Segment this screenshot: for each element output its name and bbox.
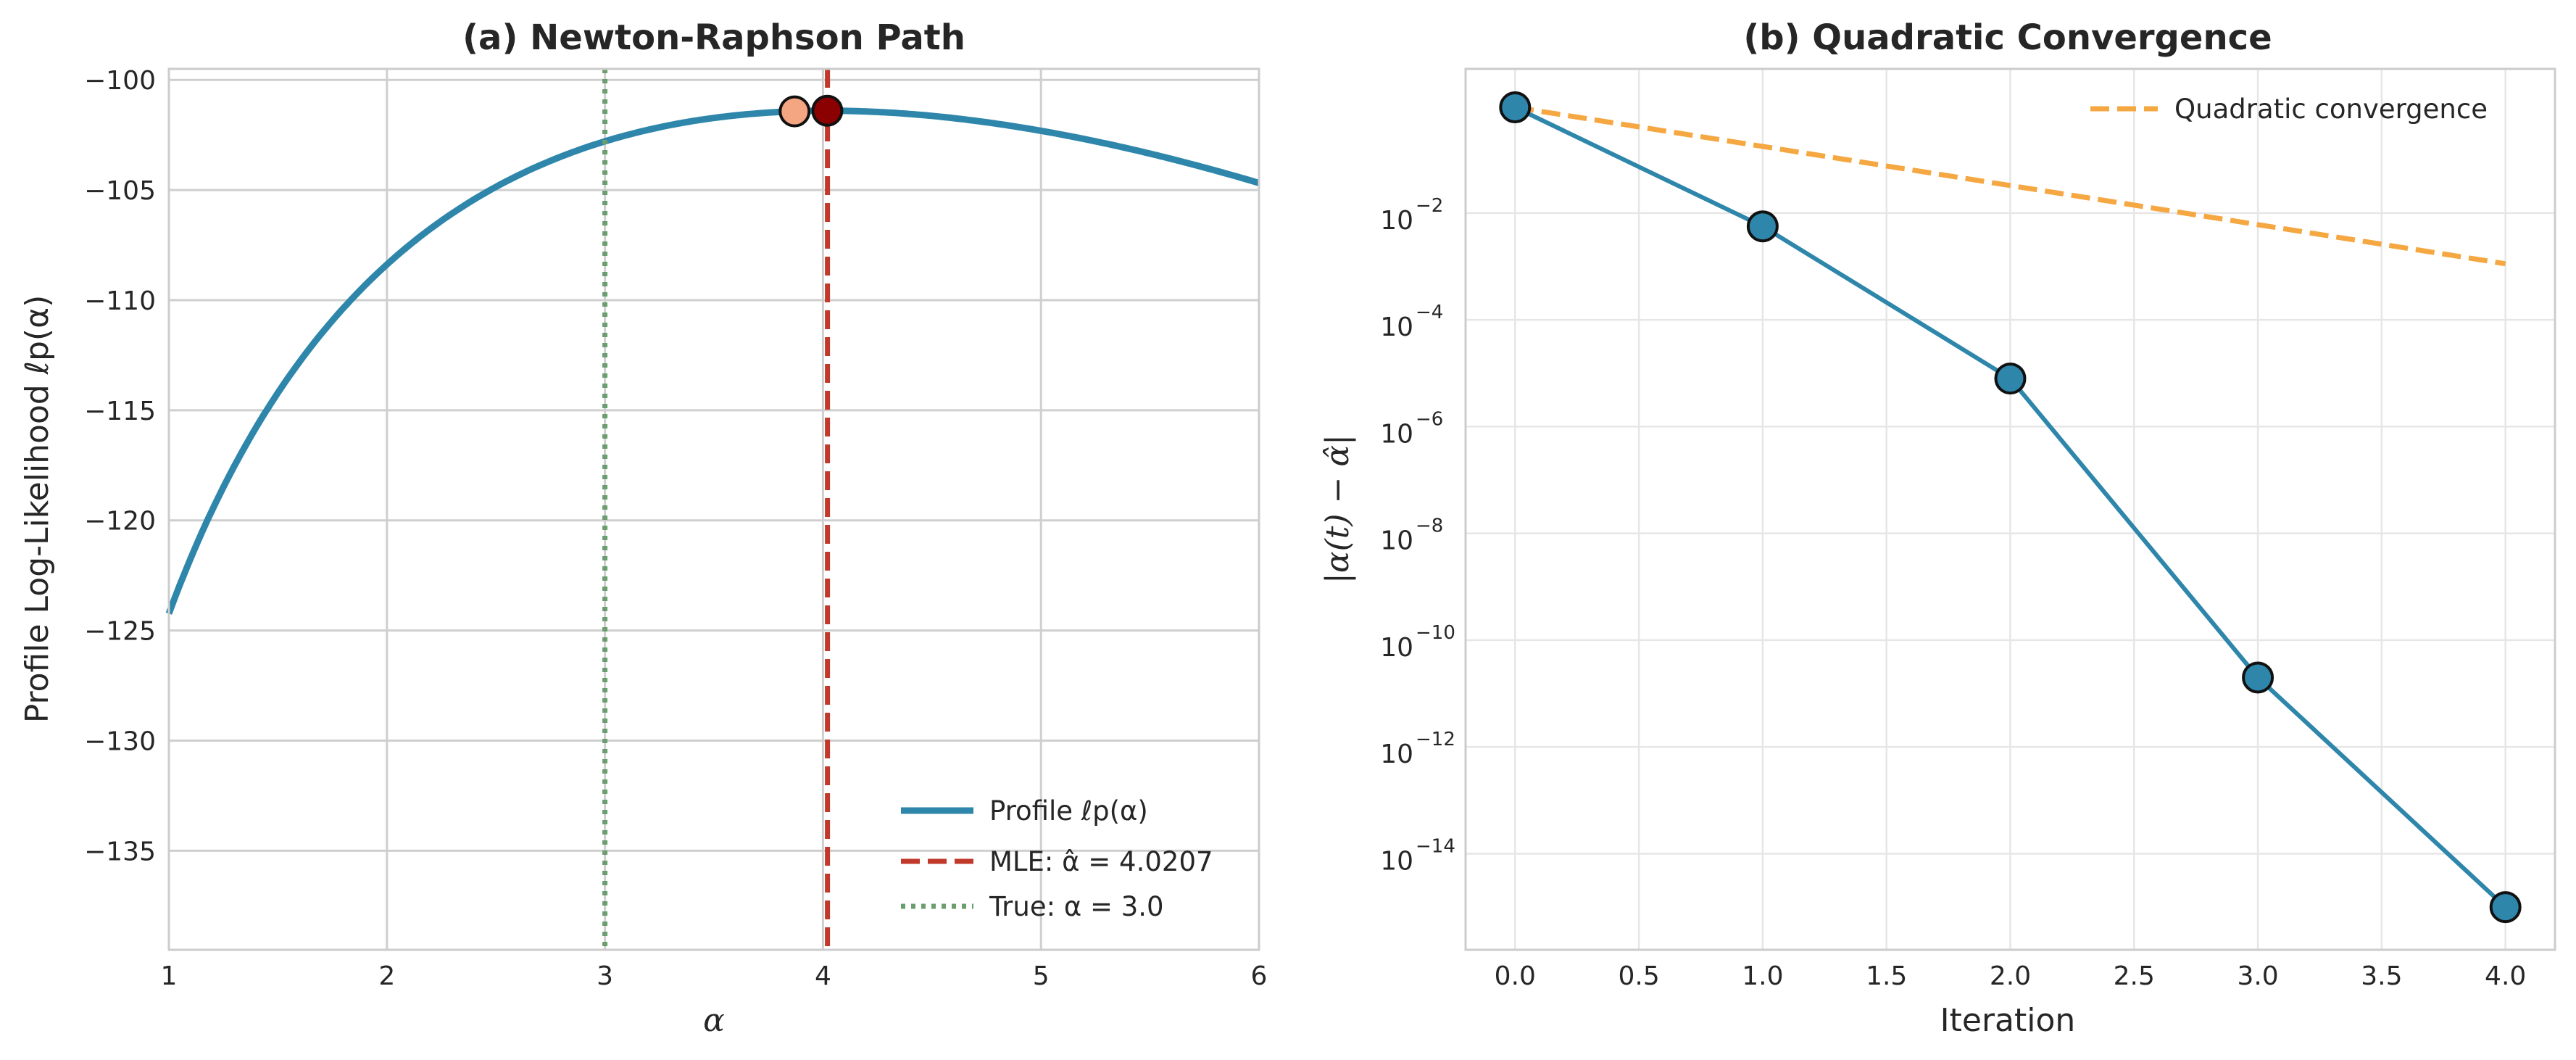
panel-b-y-axis-label: |α(t) − α̂| — [1319, 434, 1356, 584]
panel-b-x-axis-label: Iteration — [1940, 1002, 2076, 1039]
panel-a-x-tick-label: 1 — [161, 961, 178, 991]
panel-b-x-tick-label: 2.0 — [1990, 961, 2031, 991]
panel-b-quadratic-convergence: (b) Quadratic Convergence 0.0 0.5 1.0 1.5 2.… — [1319, 17, 2556, 1039]
panel-a-x-tick-label: 4 — [815, 961, 831, 991]
error-series-point — [1994, 363, 2027, 395]
panel-b-legend: Quadratic convergence — [2090, 94, 2488, 125]
panel-a-x-tick-label: 6 — [1251, 961, 1268, 991]
panel-a-y-tick-label: −100 — [84, 66, 156, 96]
panel-b-y-tick-label: 10 −12 — [1380, 729, 1455, 769]
panel-a-y-tick-label: −130 — [84, 726, 156, 756]
panel-b-x-tick-label: 0.5 — [1618, 961, 1659, 991]
legend-label-profile: Profile ℓp(α) — [989, 795, 1148, 827]
panel-b-title: (b) Quadratic Convergence — [1743, 17, 2272, 58]
panel-b-y-tick-exponent: −12 — [1416, 729, 1455, 750]
panel-b-y-tick-exponent: −6 — [1416, 408, 1443, 430]
panel-b-x-tick-label: 0.0 — [1495, 961, 1536, 991]
panel-b-x-tick-label: 4.0 — [2485, 961, 2526, 991]
panel-a-x-axis-label: α — [703, 1002, 725, 1039]
panel-b-frame — [1464, 67, 2556, 951]
panel-b-y-tick-exponent: −4 — [1416, 302, 1443, 323]
panel-b-y-tick-base: 10 — [1380, 206, 1413, 236]
panel-a-y-tick-label: −105 — [84, 176, 156, 206]
panel-a-y-tick-label: −135 — [84, 837, 156, 866]
error-series-point — [2242, 661, 2274, 694]
newton-iterate-point — [778, 95, 811, 128]
legend-label-true: True: α = 3.0 — [989, 891, 1164, 922]
error-series-point — [1746, 210, 1779, 243]
panel-a-legend: Profile ℓp(α) MLE: α̂ = 4.0207 True: α =… — [901, 795, 1213, 922]
legend-label-quadratic: Quadratic convergence — [2174, 94, 2488, 125]
panel-b-y-tick-label: 10 −6 — [1380, 408, 1443, 449]
legend-label-mle: MLE: α̂ = 4.0207 — [989, 846, 1213, 877]
panel-a-newton-raphson: (a) Newton-Raphson Path 1 2 3 4 5 6 −100 −105 −… — [19, 17, 1267, 1039]
panel-a-y-tick-label: −115 — [84, 397, 156, 426]
panel-b-x-tick-label: 2.5 — [2114, 961, 2155, 991]
panel-b-y-tick-label: 10 −14 — [1380, 835, 1455, 876]
profile-curve-line — [165, 107, 1260, 615]
panel-b-y-tick-label: 10 −4 — [1380, 302, 1443, 342]
error-series-point — [2489, 891, 2522, 924]
panel-b-x-tick-label: 3.0 — [2237, 961, 2278, 991]
quadratic-reference-line — [1514, 104, 2506, 267]
panel-b-x-tick-label: 1.5 — [1866, 961, 1907, 991]
panel-b-y-tick-base: 10 — [1380, 526, 1413, 556]
panel-b-y-tick-label: 10 −8 — [1380, 515, 1443, 556]
panel-b-y-tick-base: 10 — [1380, 740, 1413, 769]
panel-a-y-tick-label: −110 — [84, 286, 156, 316]
panel-b-y-tick-exponent: −8 — [1416, 515, 1443, 537]
error-series-point — [1499, 91, 1532, 124]
panel-a-y-tick-label: −120 — [84, 507, 156, 537]
panel-a-frame — [167, 67, 1260, 951]
panel-b-y-tick-label: 10 −2 — [1380, 195, 1443, 236]
panel-a-x-tick-label: 3 — [597, 961, 613, 991]
panel-b-y-tick-exponent: −2 — [1416, 195, 1443, 217]
panel-b-y-tick-base: 10 — [1380, 312, 1413, 342]
panel-a-plot-area — [169, 69, 1259, 950]
newton-iterate-point — [811, 94, 844, 127]
panel-a-x-tick-label: 5 — [1033, 961, 1050, 991]
panel-a-y-tick-label: −125 — [84, 617, 156, 647]
panel-b-y-tick-exponent: −14 — [1416, 835, 1455, 857]
panel-b-x-tick-label: 1.0 — [1742, 961, 1783, 991]
panel-a-title: (a) Newton-Raphson Path — [462, 17, 965, 58]
panel-b-y-tick-base: 10 — [1380, 846, 1413, 876]
panel-b-y-tick-base: 10 — [1380, 633, 1413, 663]
panel-a-x-tick-label: 2 — [378, 961, 395, 991]
panel-a-y-axis-label: Profile Log-Likelihood ℓp(α) — [19, 295, 56, 724]
panel-b-y-tick-exponent: −10 — [1416, 622, 1455, 644]
panel-b-y-tick-base: 10 — [1380, 419, 1413, 449]
panel-b-x-tick-label: 3.5 — [2361, 961, 2402, 991]
panel-b-y-tick-label: 10 −10 — [1380, 622, 1455, 663]
